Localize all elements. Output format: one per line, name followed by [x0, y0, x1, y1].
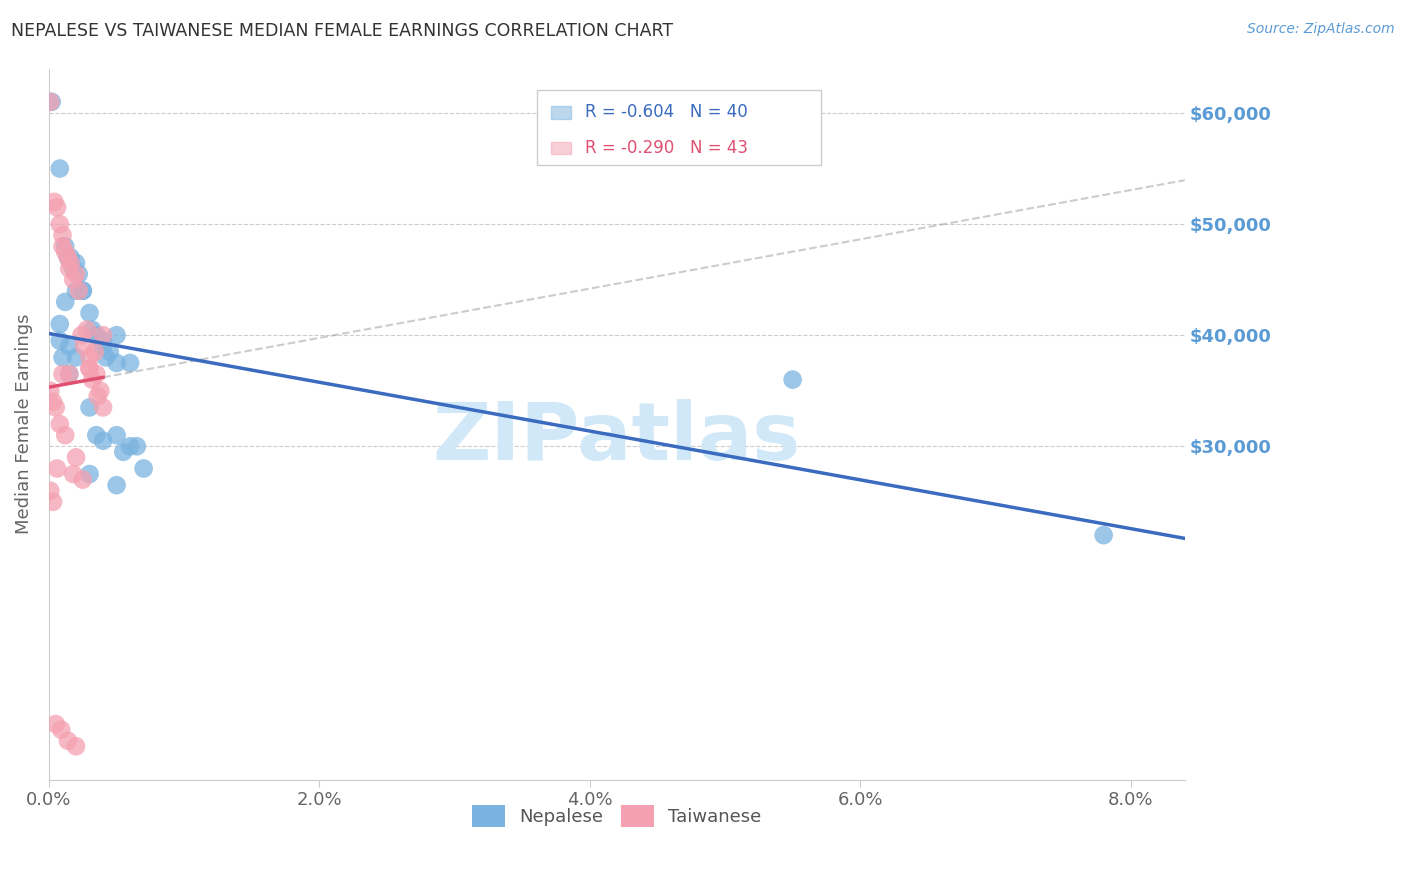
Point — [39, 483, 62, 498]
Text: Source: ZipAtlas.com: Source: ZipAtlas.com — [1247, 22, 1395, 37]
Point — [45, 401, 67, 415]
FancyBboxPatch shape — [537, 90, 821, 164]
Point — [49, 317, 72, 331]
Y-axis label: Median Female Earnings: Median Female Earnings — [15, 314, 32, 534]
Point — [86, 389, 108, 403]
Point — [49, 334, 72, 348]
Point — [105, 428, 128, 442]
Point — [62, 261, 84, 276]
Point — [1092, 528, 1115, 542]
Point — [91, 339, 114, 353]
Point — [53, 239, 76, 253]
Point — [91, 434, 114, 448]
Point — [73, 339, 96, 353]
Point — [39, 384, 62, 398]
Point — [89, 384, 111, 398]
Point — [51, 239, 73, 253]
Point — [65, 256, 87, 270]
Point — [51, 351, 73, 365]
Point — [51, 367, 73, 381]
Point — [79, 361, 101, 376]
Point — [65, 450, 87, 465]
Point — [53, 294, 76, 309]
Point — [45, 717, 67, 731]
Point — [49, 417, 72, 431]
Point — [53, 428, 76, 442]
Point — [58, 367, 80, 381]
Point — [782, 373, 804, 387]
Point — [132, 461, 155, 475]
Point — [62, 272, 84, 286]
Point — [72, 284, 94, 298]
Point — [65, 351, 87, 365]
Point — [72, 473, 94, 487]
Point — [41, 95, 63, 109]
Text: ZIPatlas: ZIPatlas — [433, 400, 801, 477]
Point — [72, 284, 94, 298]
Point — [125, 439, 148, 453]
Point — [98, 344, 121, 359]
Point — [58, 261, 80, 276]
Point — [59, 251, 82, 265]
Point — [105, 328, 128, 343]
Text: R = -0.290   N = 43: R = -0.290 N = 43 — [585, 139, 748, 157]
Point — [76, 323, 98, 337]
Point — [42, 495, 65, 509]
Point — [82, 373, 104, 387]
Point — [79, 306, 101, 320]
Point — [105, 356, 128, 370]
Point — [84, 367, 107, 381]
Point — [65, 739, 87, 754]
Point — [39, 95, 62, 109]
Point — [84, 428, 107, 442]
Point — [105, 478, 128, 492]
Point — [62, 467, 84, 481]
Point — [84, 344, 107, 359]
Point — [58, 367, 80, 381]
Point — [65, 284, 87, 298]
Point — [58, 339, 80, 353]
Point — [49, 217, 72, 231]
Point — [65, 267, 87, 281]
Point — [49, 161, 72, 176]
Point — [46, 201, 69, 215]
Point — [56, 251, 79, 265]
Text: NEPALESE VS TAIWANESE MEDIAN FEMALE EARNINGS CORRELATION CHART: NEPALESE VS TAIWANESE MEDIAN FEMALE EARN… — [11, 22, 673, 40]
FancyBboxPatch shape — [551, 106, 571, 119]
Point — [49, 723, 72, 737]
FancyBboxPatch shape — [551, 142, 571, 154]
Point — [46, 461, 69, 475]
Point — [79, 361, 101, 376]
Point — [120, 356, 142, 370]
Point — [44, 194, 66, 209]
Point — [53, 244, 76, 259]
Text: R = -0.604   N = 40: R = -0.604 N = 40 — [585, 103, 748, 121]
Point — [82, 323, 104, 337]
Point — [120, 439, 142, 453]
Point — [79, 467, 101, 481]
Point — [51, 228, 73, 243]
Point — [67, 284, 90, 298]
Point — [79, 401, 101, 415]
Point — [91, 328, 114, 343]
Point — [91, 401, 114, 415]
Point — [79, 351, 101, 365]
Point — [59, 256, 82, 270]
Point — [94, 351, 117, 365]
Point — [91, 334, 114, 348]
Point — [56, 251, 79, 265]
Point — [84, 328, 107, 343]
Point — [67, 267, 90, 281]
Point — [112, 445, 135, 459]
Point — [56, 733, 79, 747]
Legend: Nepalese, Taiwanese: Nepalese, Taiwanese — [465, 798, 769, 835]
Point — [42, 394, 65, 409]
Point — [70, 328, 93, 343]
